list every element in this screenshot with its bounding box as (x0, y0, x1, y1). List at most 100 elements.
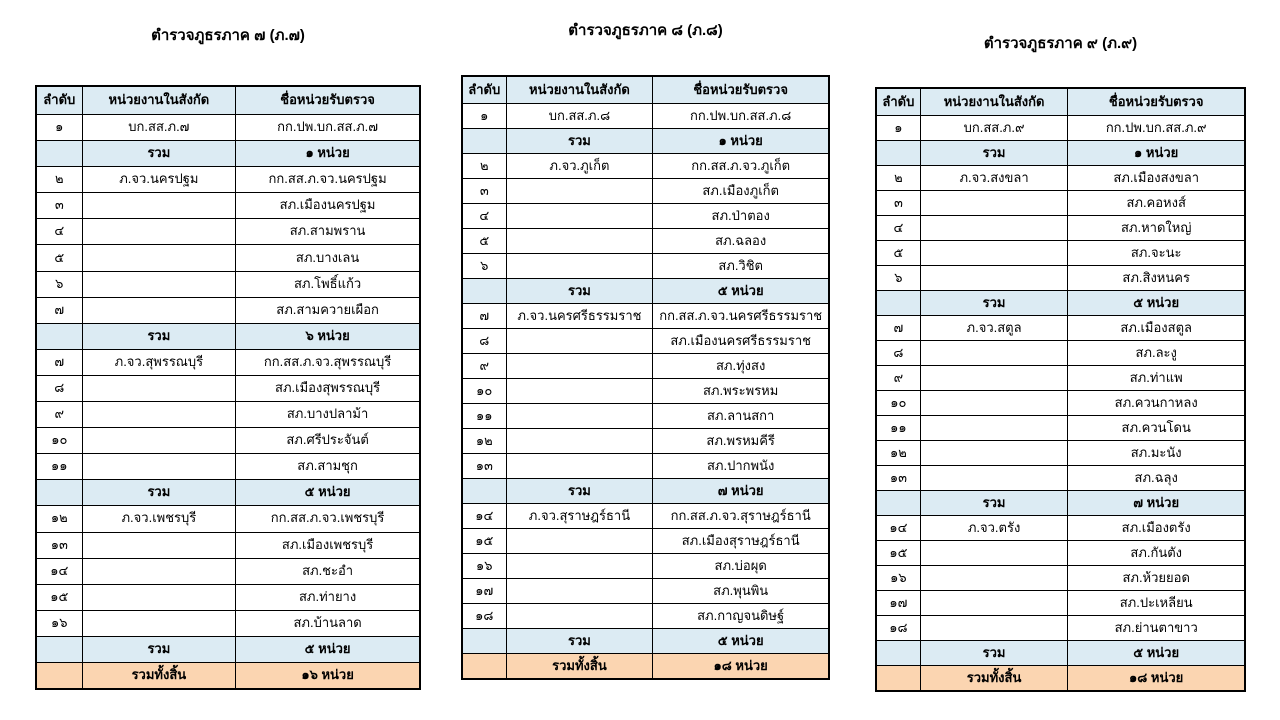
inspected-unit-cell: กก.สส.ภ.จว.สุพรรณบุรี (235, 348, 421, 376)
row-number-cell: ๖ (875, 265, 921, 291)
sum-value-cell: ๕ หน่วย (235, 479, 421, 507)
total-empty-cell (875, 665, 921, 692)
total-label-cell: รวมทั้งสิ้น (505, 653, 654, 680)
header-row: ลำดับ หน่วยงานในสังกัด ชื่อหน่วยรับตรวจ (461, 75, 830, 104)
inspected-unit-cell: สภ.บางเลน (235, 244, 421, 272)
table-row: ๙ สภ.ทุ่งสง (461, 353, 830, 379)
table-row: ๒ภ.จว.สงขลา สภ.เมืองสงขลา (875, 165, 1246, 191)
table-row: ๔ สภ.หาดใหญ่ (875, 215, 1246, 241)
inspected-unit-cell: สภ.ปากพนัง (652, 453, 830, 479)
column-header-agency: หน่วยงานในสังกัด (919, 87, 1069, 116)
column-header-order: ลำดับ (35, 85, 83, 115)
row-number-cell: ๑๐ (875, 390, 921, 416)
sum-label-cell: รวม (81, 140, 237, 168)
parent-unit-cell (919, 340, 1069, 366)
inspected-unit-cell: สภ.เมืองสงขลา (1067, 165, 1246, 191)
row-number-cell: ๑๐ (461, 378, 507, 404)
row-number-cell: ๕ (875, 240, 921, 266)
column-header-agency: หน่วยงานในสังกัด (81, 85, 237, 115)
inspected-unit-cell: สภ.เมืองสุราษฎร์ธานี (652, 528, 830, 554)
row-number-cell: ๓ (35, 192, 83, 220)
row-number-cell: ๑ (461, 103, 507, 129)
row-number-cell: ๒ (875, 165, 921, 191)
subtotal-row: รวม๕ หน่วย (461, 628, 830, 654)
row-number-cell: ๑๔ (461, 503, 507, 529)
total-value-cell: ๑๖ หน่วย (235, 661, 421, 690)
inspected-unit-cell: กก.ปพ.บก.สส.ภ.๙ (1067, 115, 1246, 141)
row-number-cell: ๑ (875, 115, 921, 141)
parent-unit-cell: ภ.จว.เพชรบุรี (81, 505, 237, 533)
table-row: ๑๖ สภ.บ่อผุด (461, 553, 830, 579)
table-row: ๕ สภ.จะนะ (875, 240, 1246, 266)
subtotal-row: รวม๕ หน่วย (875, 640, 1246, 666)
parent-unit-cell (81, 244, 237, 272)
inspected-unit-cell: สภ.พระพรหม (652, 378, 830, 404)
table-row: ๖ สภ.โพธิ์แก้ว (35, 270, 421, 298)
total-label-cell: รวมทั้งสิ้น (81, 661, 237, 690)
inspected-unit-cell: สภ.ชะอำ (235, 557, 421, 585)
column-header-inspected-unit: ชื่อหน่วยรับตรวจ (652, 75, 830, 104)
sum-empty-cell (35, 322, 83, 350)
row-number-cell: ๑๒ (461, 428, 507, 454)
row-number-cell: ๑๔ (875, 515, 921, 541)
parent-unit-cell (919, 190, 1069, 216)
table-row: ๓ สภ.เมืองภูเก็ต (461, 178, 830, 204)
inspected-unit-cell: สภ.กาญจนดิษฐ์ (652, 603, 830, 629)
row-number-cell: ๒ (35, 166, 83, 194)
parent-unit-cell (505, 403, 654, 429)
region-8-table-section: ตำรวจภูธรภาค ๘ (ภ.๘) ลำดับ หน่วยงานในสัง… (461, 21, 830, 680)
table-row: ๖ สภ.สิงหนคร (875, 265, 1246, 291)
table-row: ๑๑ สภ.สามชุก (35, 453, 421, 481)
row-number-cell: ๑๑ (35, 453, 83, 481)
parent-unit-cell (919, 365, 1069, 391)
table-row: ๗ภ.จว.สุพรรณบุรี กก.สส.ภ.จว.สุพรรณบุรี (35, 348, 421, 376)
parent-unit-cell (505, 353, 654, 379)
row-number-cell: ๑๕ (35, 583, 83, 611)
table-row: ๑๕ สภ.กันตัง (875, 540, 1246, 566)
table-row: ๒ภ.จว.ภูเก็ต กก.สส.ภ.จว.ภูเก็ต (461, 153, 830, 179)
row-number-cell: ๑๓ (35, 531, 83, 559)
inspected-unit-cell: สภ.ปะเหลียน (1067, 590, 1246, 616)
sum-value-cell: ๕ หน่วย (652, 278, 830, 304)
parent-unit-cell: ภ.จว.นครปฐม (81, 166, 237, 194)
inspected-unit-cell: สภ.ควนกาหลง (1067, 390, 1246, 416)
table-row: ๙ สภ.บางปลาม้า (35, 401, 421, 429)
table-row: ๓ สภ.คอหงส์ (875, 190, 1246, 216)
total-empty-cell (35, 661, 83, 690)
table-row: ๗ภ.จว.สตูล สภ.เมืองสตูล (875, 315, 1246, 341)
total-value-cell: ๑๘ หน่วย (652, 653, 830, 680)
inspected-unit-cell: สภ.ทุ่งสง (652, 353, 830, 379)
parent-unit-cell: ภ.จว.สงขลา (919, 165, 1069, 191)
inspected-unit-cell: สภ.บ้านลาด (235, 609, 421, 637)
subtotal-row: รวม๖ หน่วย (35, 322, 421, 350)
row-number-cell: ๑๖ (461, 553, 507, 579)
parent-unit-cell (81, 609, 237, 637)
column-header-order: ลำดับ (461, 75, 507, 104)
page-title: ตำรวจภูธรภาค ๙ (ภ.๙) (983, 35, 1138, 52)
row-number-cell: ๖ (461, 253, 507, 279)
inspected-unit-cell: สภ.ท่าแพ (1067, 365, 1246, 391)
inspected-unit-cell: สภ.ละงู (1067, 340, 1246, 366)
parent-unit-cell (505, 428, 654, 454)
inspected-unit-cell: สภ.เมืองภูเก็ต (652, 178, 830, 204)
sum-label-cell: รวม (81, 322, 237, 350)
parent-unit-cell (81, 427, 237, 455)
row-number-cell: ๑๖ (875, 565, 921, 591)
parent-unit-cell (81, 401, 237, 429)
parent-unit-cell (505, 203, 654, 229)
sum-empty-cell (35, 140, 83, 168)
parent-unit-cell (81, 531, 237, 559)
row-number-cell: ๑๓ (461, 453, 507, 479)
parent-unit-cell (505, 178, 654, 204)
sum-value-cell: ๗ หน่วย (1067, 490, 1246, 516)
grandtotal-row: รวมทั้งสิ้น ๑๖ หน่วย (35, 661, 421, 690)
parent-unit-cell (81, 218, 237, 246)
inspected-unit-cell: สภ.กันตัง (1067, 540, 1246, 566)
grandtotal-row: รวมทั้งสิ้น ๑๘ หน่วย (461, 653, 830, 680)
row-number-cell: ๑๗ (875, 590, 921, 616)
subtotal-row: รวม๑ หน่วย (35, 140, 421, 168)
table-row: ๑๐ สภ.พระพรหม (461, 378, 830, 404)
table-row: ๑บก.สส.ภ.๙ กก.ปพ.บก.สส.ภ.๙ (875, 115, 1246, 141)
inspected-unit-cell: กก.ปพ.บก.สส.ภ.๗ (235, 113, 421, 142)
